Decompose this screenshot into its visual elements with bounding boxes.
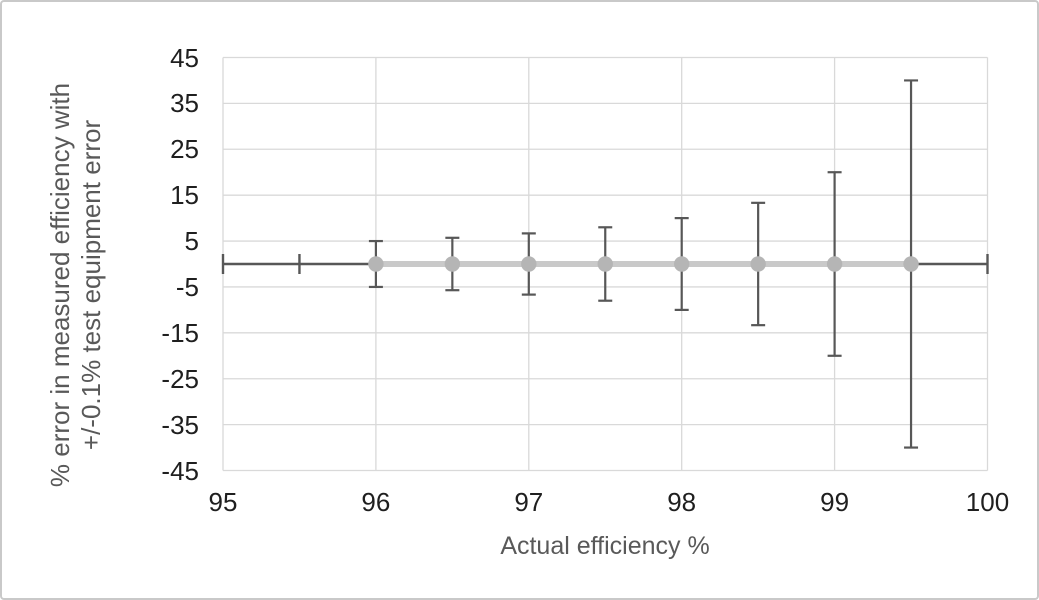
y-tick-label: -15 bbox=[161, 317, 199, 348]
data-point-marker bbox=[903, 256, 919, 272]
y-tick-label: -5 bbox=[175, 271, 199, 302]
y-tick-label: -25 bbox=[161, 363, 199, 394]
y-tick-label: -35 bbox=[161, 409, 199, 440]
data-point-marker bbox=[750, 256, 766, 272]
y-tick-label: 35 bbox=[170, 88, 199, 119]
data-point-marker bbox=[597, 256, 613, 272]
data-point-marker bbox=[444, 256, 461, 272]
y-tick-label: 15 bbox=[170, 180, 199, 211]
x-axis-title: Actual efficiency % bbox=[500, 532, 710, 560]
x-tick-label: 100 bbox=[965, 487, 1010, 517]
y-tick-label: -45 bbox=[161, 455, 199, 486]
x-tick-label: 96 bbox=[361, 487, 391, 517]
y-tick-label: 25 bbox=[170, 134, 199, 165]
y-axis-title-line1: % error in measured efficiency with bbox=[45, 82, 75, 488]
data-point-marker bbox=[674, 256, 690, 272]
x-tick-label: 99 bbox=[820, 487, 850, 517]
x-tick-label: 95 bbox=[208, 487, 238, 517]
data-point-marker bbox=[521, 256, 537, 272]
x-tick-label: 98 bbox=[667, 487, 697, 517]
y-tick-label: 5 bbox=[184, 226, 199, 257]
x-tick-label: 97 bbox=[514, 487, 544, 517]
data-point-marker bbox=[368, 256, 384, 272]
y-tick-label: 45 bbox=[170, 42, 199, 73]
data-point-marker bbox=[826, 256, 843, 272]
